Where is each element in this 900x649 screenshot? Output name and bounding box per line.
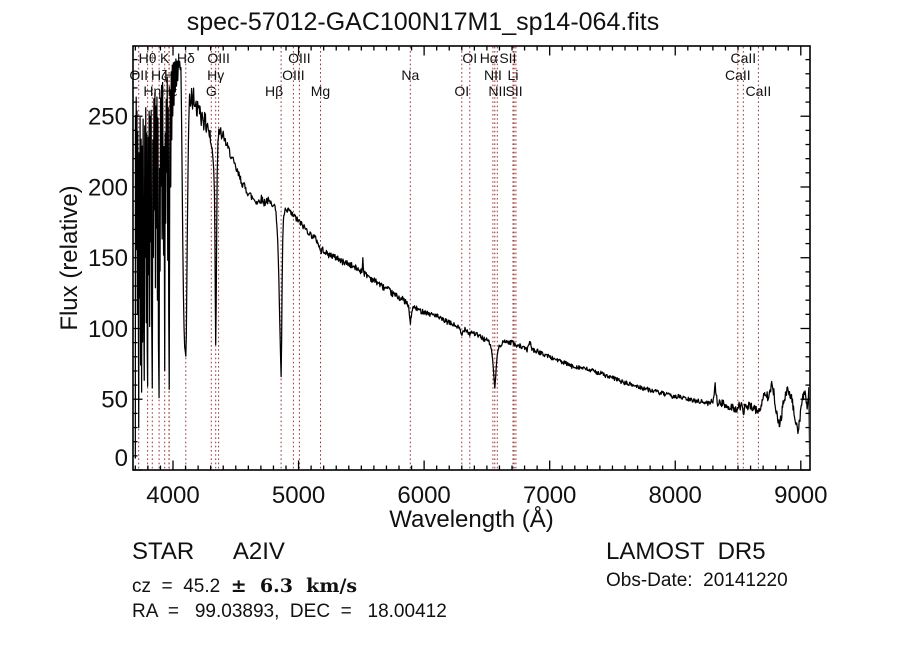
x-tick-label: 5000 (272, 482, 325, 509)
line-label-OIII: OIII (282, 67, 305, 83)
y-tick-label: 100 (88, 316, 128, 343)
line-label-NII: NII (488, 83, 506, 99)
line-label-H: H (164, 67, 174, 83)
plot-frame (132, 45, 811, 471)
classification-text: STAR A2IV (132, 538, 285, 565)
x-tick-label: 8000 (649, 482, 702, 509)
line-label-Hδ: Hδ (177, 50, 195, 66)
y-tick-label: 250 (88, 104, 128, 131)
y-tick-label: 150 (88, 245, 128, 272)
spectrum-trace (134, 58, 809, 459)
line-label-SII: SII (506, 83, 523, 99)
plot-title: spec-57012-GAC100N17M1_sp14-064.fits (186, 8, 660, 36)
line-label-OI: OI (454, 83, 469, 99)
line-label-Hθ: Hθ (139, 50, 157, 66)
y-tick-label: 0 (115, 445, 128, 472)
line-label-Li: Li (508, 67, 519, 83)
axes: 4000 5000 6000 7000 8000 9000 0 50 100 150 200 250 (88, 45, 827, 509)
line-label-G: G (206, 83, 217, 99)
line-label-Hβ: Hβ (265, 83, 283, 99)
cz-value: ± 6.3 km/s (230, 575, 358, 597)
spectral-line-markers (138, 46, 759, 470)
line-label-Hη: Hη (143, 83, 161, 99)
line-label-Hγ: Hγ (207, 67, 224, 83)
line-label-Mg: Mg (311, 83, 330, 99)
line-label-OIII: OIII (288, 50, 311, 66)
survey-release-text: LAMOST DR5 (606, 538, 766, 565)
line-label-OI: OI (462, 50, 477, 66)
line-label-K: K (160, 50, 170, 66)
coordinates-text: RA = 99.03893, DEC = 18.00412 (132, 601, 447, 622)
line-label-NII: NII (484, 67, 502, 83)
spectrum-line (134, 58, 809, 459)
y-tick-label: 200 (88, 175, 128, 202)
line-label-Hα: Hα (480, 50, 498, 66)
x-tick-label: 4000 (146, 482, 199, 509)
redshift-text: cz = 45.2 ± 6.3 km/s (132, 575, 357, 598)
spectral-line-labels: OIIHθHηHζKHHεHδGHγOIIIHβOIIIOIIIMgNaOIOI… (129, 50, 771, 99)
x-tick-label: 7000 (523, 482, 576, 509)
x-tick-label: 9000 (774, 482, 827, 509)
line-label-OII: OII (129, 67, 148, 83)
obs-date-text: Obs-Date: 20141220 (606, 570, 788, 591)
x-tick-label: 6000 (397, 482, 450, 509)
line-label-Na: Na (401, 67, 419, 83)
y-tick-label: 50 (101, 387, 128, 414)
line-label-OIII: OIII (207, 50, 230, 66)
line-label-CaII: CaII (725, 67, 751, 83)
x-axis-title: Wavelength (Å) (389, 506, 554, 533)
line-label-CaII: CaII (730, 50, 756, 66)
line-label-SII: SII (499, 50, 516, 66)
cz-label: cz = 45.2 (132, 576, 231, 597)
line-label-Hζ: Hζ (151, 67, 167, 83)
line-label-CaII: CaII (746, 83, 772, 99)
y-axis-title: Flux (relative) (56, 185, 83, 331)
